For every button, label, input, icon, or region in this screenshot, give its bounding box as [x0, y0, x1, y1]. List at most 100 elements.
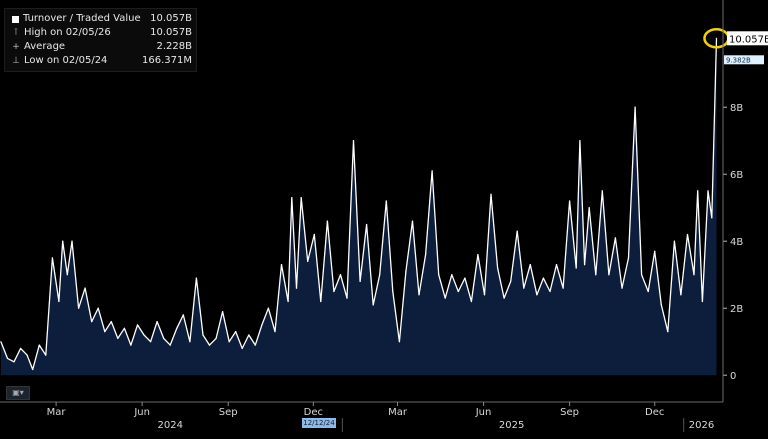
data-point	[379, 274, 381, 276]
data-point	[208, 344, 211, 346]
data-point	[588, 207, 590, 209]
data-point	[339, 274, 342, 276]
data-point	[189, 341, 191, 343]
data-point	[62, 240, 64, 242]
data-point	[222, 311, 224, 313]
data-point	[398, 341, 400, 343]
x-tick-label: Mar	[388, 407, 408, 418]
data-point	[634, 106, 636, 108]
legend-average-row: + Average 2.228B	[11, 40, 192, 54]
x-tick-label: Sep	[560, 407, 579, 418]
data-point	[71, 240, 73, 242]
data-point	[697, 190, 699, 192]
data-point	[6, 357, 9, 359]
data-point	[0, 341, 2, 343]
data-point	[366, 223, 368, 226]
data-point	[425, 254, 427, 256]
y-axis: 0 2B 4B 6B 8B 10.057B 9.382B	[722, 0, 768, 402]
data-point	[667, 331, 669, 333]
data-point	[320, 300, 322, 303]
data-point	[405, 270, 407, 272]
data-point	[26, 354, 28, 356]
data-point	[45, 354, 47, 356]
data-point	[542, 277, 545, 279]
y-tick-label: 0	[730, 371, 736, 382]
last-value-tag-text: 10.057B	[729, 34, 768, 45]
y-tick-label: 8B	[730, 103, 743, 114]
y-tick-label: 4B	[730, 237, 743, 248]
high-marker-icon: ⊺	[13, 28, 19, 38]
data-point	[274, 331, 276, 333]
data-point	[291, 197, 293, 199]
data-point	[267, 307, 269, 309]
data-point	[51, 257, 54, 259]
data-point	[372, 304, 374, 306]
data-point	[608, 274, 610, 276]
data-point	[84, 287, 86, 289]
legend-high-value: 10.057B	[150, 27, 192, 38]
data-point	[510, 280, 512, 282]
data-point	[693, 274, 695, 276]
data-point	[78, 307, 80, 309]
data-point	[58, 300, 60, 303]
y-tick-label: 6B	[730, 170, 743, 181]
data-point	[359, 280, 361, 282]
data-point	[680, 294, 682, 296]
legend-low-row: ⊥ Low on 02/05/24 166.371M	[11, 54, 192, 68]
data-point	[686, 233, 689, 236]
data-point	[711, 217, 713, 219]
data-point	[579, 140, 581, 142]
series-area-fill	[0, 38, 717, 376]
data-point	[536, 294, 538, 296]
chart-legend: Turnover / Traded Value 10.057B ⊺ High on…	[4, 8, 197, 72]
data-point	[117, 337, 119, 339]
plot-area	[0, 28, 730, 376]
data-point	[169, 344, 171, 346]
data-point	[182, 314, 184, 316]
chart-settings-button[interactable]: ▣▾	[6, 386, 30, 400]
data-point	[241, 347, 243, 349]
data-point	[235, 331, 237, 333]
x-year-label: 2024	[158, 420, 183, 431]
x-tick-label: Jun	[475, 407, 492, 418]
secondary-value-tag-bg	[724, 55, 764, 65]
data-point	[261, 324, 263, 326]
legend-series-name: Turnover / Traded Value	[23, 13, 141, 24]
data-point	[464, 277, 466, 279]
data-point	[660, 304, 662, 306]
data-point	[654, 250, 656, 252]
data-point	[483, 294, 486, 296]
data-point	[38, 344, 40, 346]
legend-average-label: Average	[24, 41, 66, 52]
data-point	[614, 237, 617, 239]
crosshair-date-tag: 12/12/24	[302, 418, 336, 428]
data-point	[707, 190, 709, 192]
last-value-tag: 10.057B	[727, 31, 768, 46]
data-point	[280, 264, 283, 266]
x-tick-label: Sep	[219, 407, 238, 418]
legend-high-row: ⊺ High on 02/05/26 10.057B	[11, 26, 192, 40]
data-point	[595, 274, 597, 276]
data-point	[549, 290, 551, 293]
data-point	[307, 260, 309, 262]
x-tick-label: Jun	[133, 407, 150, 418]
low-marker-icon: ⊥	[12, 56, 20, 66]
data-point	[13, 361, 15, 363]
data-point	[392, 290, 394, 293]
data-point	[228, 341, 230, 343]
data-point	[529, 264, 531, 266]
data-point	[333, 290, 335, 293]
data-point	[130, 344, 132, 346]
data-point	[431, 170, 433, 172]
x-axis: Mar Jun Sep Dec Mar Jun Sep Dec 2024 2025 2026	[0, 401, 723, 432]
legend-high-label: High on 02/05/26	[24, 27, 111, 38]
data-point	[569, 200, 571, 202]
data-point	[418, 294, 420, 296]
data-point	[150, 341, 152, 343]
data-point	[621, 287, 623, 289]
data-point	[123, 327, 125, 329]
data-point	[490, 193, 492, 195]
x-tick-label: Dec	[304, 407, 323, 418]
